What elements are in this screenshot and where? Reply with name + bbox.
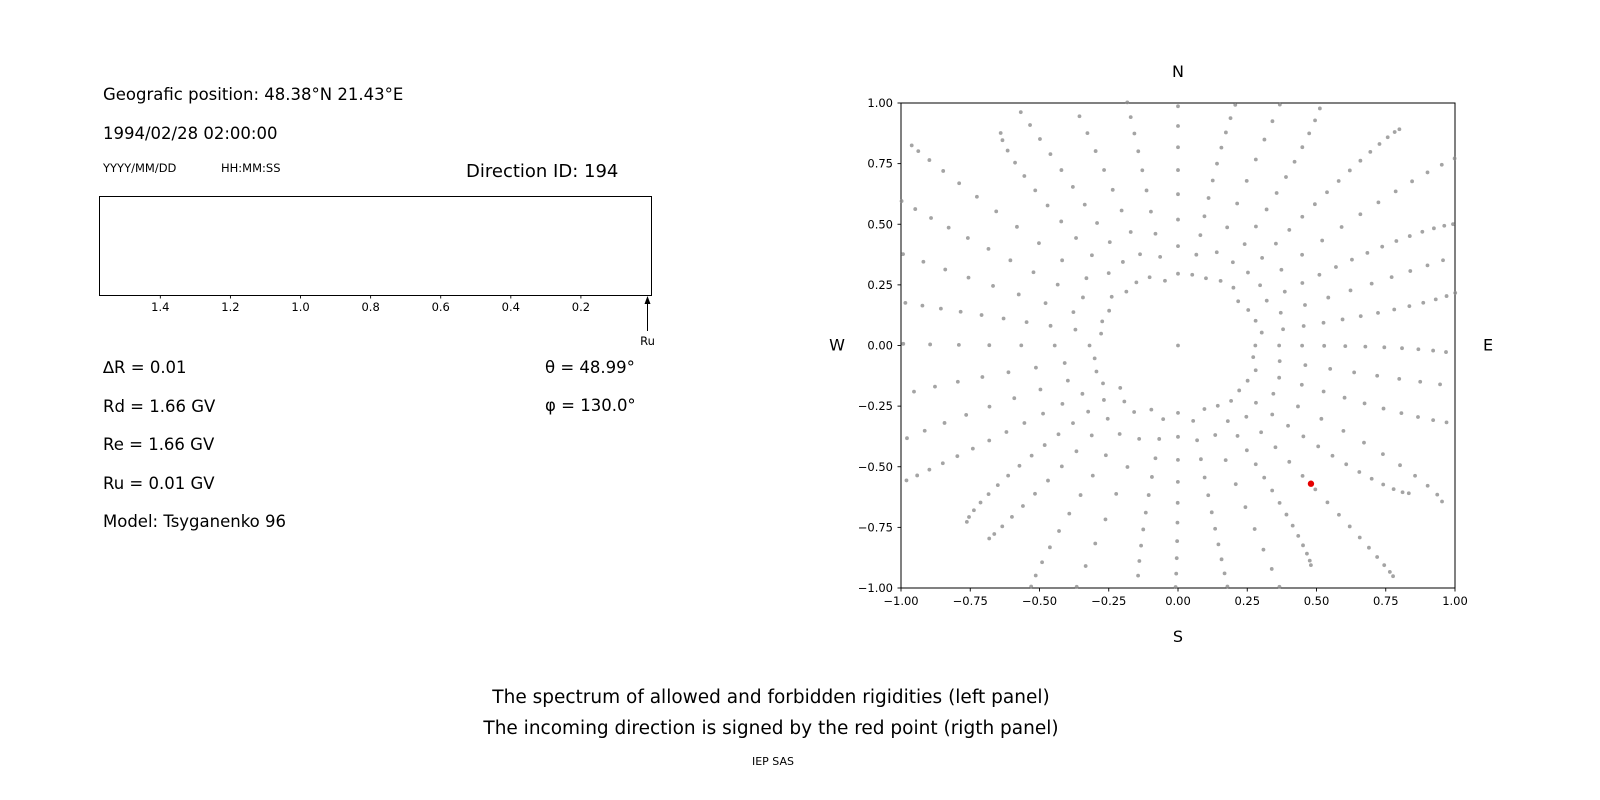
caption-line2: The incoming direction is signed by the … [483, 718, 1059, 739]
spectrum-tick-label: 0.2 [572, 300, 590, 314]
red-incoming-direction-point [1307, 480, 1315, 487]
compass-label-s: S [1173, 627, 1183, 646]
spoke-dots [899, 100, 1458, 589]
y-tick-label: 0.75 [867, 157, 893, 171]
ru-arrow-head [644, 296, 651, 304]
spectrum-tick-label: 0.6 [432, 300, 450, 314]
x-tick-label: −0.50 [1022, 594, 1057, 608]
incoming-direction-plot: −1.00 −0.75 −0.50 −0.25 0.00 0.25 0.50 0.75 1.00… [829, 62, 1493, 646]
y-tick-label: 1.00 [867, 96, 893, 110]
x-tick-label: 0.00 [1165, 594, 1191, 608]
param-rd: Rd = 1.66 GV [103, 397, 216, 416]
ru-arrow-label: Ru [640, 334, 655, 348]
y-tick-label: −1.00 [858, 581, 893, 595]
spectrum-tick-label: 0.4 [502, 300, 520, 314]
param-model: Model: Tsyganenko 96 [103, 512, 287, 531]
caption-line1: The spectrum of allowed and forbidden ri… [492, 687, 1050, 708]
spectrum-tick-label: 1.0 [291, 300, 309, 314]
param-phi: φ = 130.0° [545, 396, 636, 415]
y-tick-label: 0.00 [867, 339, 893, 353]
x-tick-label: −1.00 [883, 594, 918, 608]
y-tick-label: −0.75 [858, 520, 893, 534]
spectrum-tick-label: 1.4 [151, 300, 169, 314]
compass-label-e: E [1483, 336, 1493, 355]
x-tick-label: −0.25 [1091, 594, 1126, 608]
datetime: 1994/02/28 02:00:00 [103, 124, 278, 143]
credit-label: IEP SAS [751, 755, 795, 768]
param-re: Re = 1.66 GV [103, 435, 215, 454]
y-tick-label: −0.25 [858, 399, 893, 413]
x-tick-label: 0.25 [1234, 594, 1260, 608]
spectrum-x-axis: 1.4 1.2 1.0 0.8 0.6 0.4 0.2 Ru [151, 295, 655, 348]
spectrum-tick-label: 1.2 [221, 300, 239, 314]
x-tick-label: −0.75 [953, 594, 988, 608]
y-tick-label: 0.50 [867, 217, 893, 231]
param-theta: θ = 48.99° [545, 358, 635, 377]
compass-label-n: N [1172, 62, 1184, 81]
y-tick-label: 0.25 [867, 278, 893, 292]
x-tick-label: 1.00 [1442, 594, 1468, 608]
geo-position: Geografic position: 48.38°N 21.43°E [103, 85, 404, 104]
time-format-hint: HH:MM:SS [221, 161, 281, 175]
direction-id: Direction ID: 194 [466, 161, 619, 182]
spectrum-tick-label: 0.8 [361, 300, 379, 314]
param-ru: Ru = 0.01 GV [103, 474, 215, 493]
x-tick-label: 0.50 [1304, 594, 1330, 608]
param-delta-r: ∆R = 0.01 [103, 358, 187, 377]
spectrum-plot-box [99, 196, 652, 296]
date-format-hint: YYYY/MM/DD [103, 161, 177, 175]
compass-label-w: W [829, 336, 845, 355]
x-tick-label: 0.75 [1373, 594, 1399, 608]
y-tick-label: −0.50 [858, 460, 893, 474]
